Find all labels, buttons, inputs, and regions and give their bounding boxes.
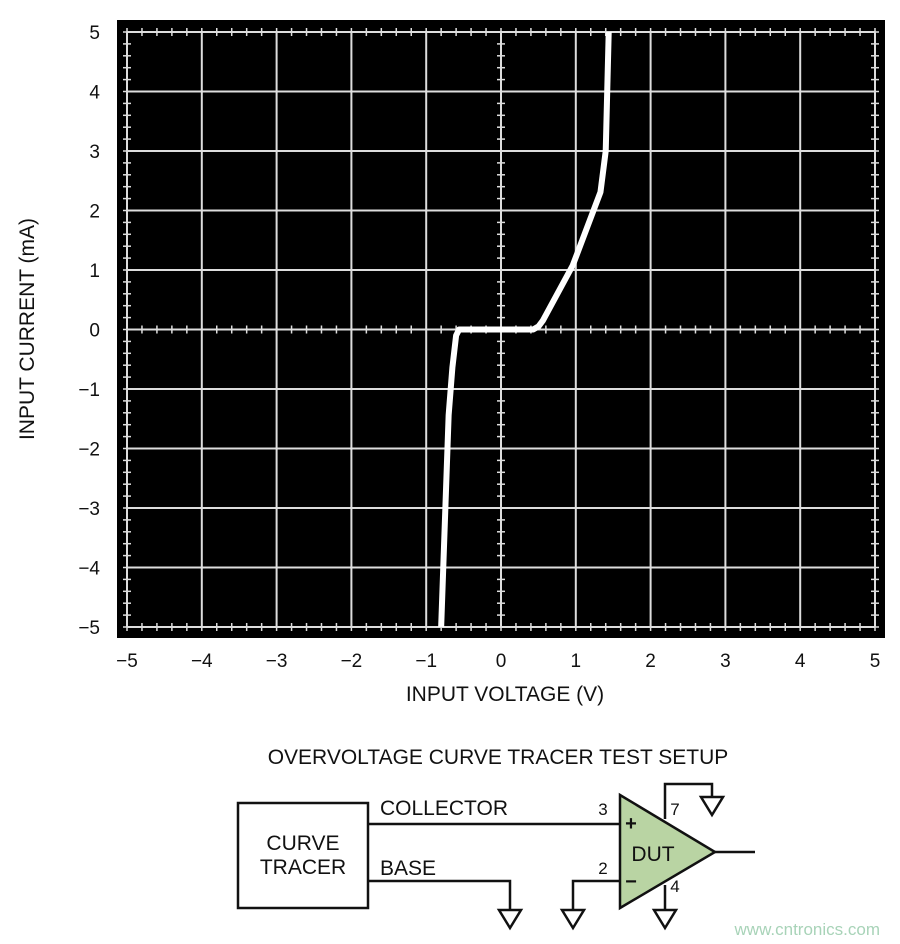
y-tick-label: −3: [78, 499, 100, 520]
x-tick-label: −3: [266, 651, 288, 672]
y-tick-label: 4: [89, 83, 100, 104]
y-tick-label: 2: [89, 202, 100, 223]
base-label: BASE: [380, 857, 436, 880]
dut-triangle: [618, 792, 718, 911]
x-tick-label: 1: [571, 651, 582, 672]
x-axis-label: INPUT VOLTAGE (V): [406, 683, 604, 706]
pin-2-label: 2: [598, 859, 607, 878]
test-setup-diagram: OVERVOLTAGE CURVE TRACER TEST SETUP CURV…: [236, 746, 755, 931]
x-tick-label: 0: [496, 651, 507, 672]
plus-sign: +: [625, 813, 637, 835]
x-tick-label: 5: [870, 651, 881, 672]
y-tick-label: −5: [78, 618, 100, 639]
base-wire: [368, 879, 512, 910]
ground-icon: [559, 908, 587, 931]
ground-icon: [651, 908, 679, 931]
curve-tracer-label-1: CURVE: [266, 832, 339, 855]
minus-sign: −: [625, 871, 637, 893]
x-tick-label: −1: [415, 651, 437, 672]
diagram-title: OVERVOLTAGE CURVE TRACER TEST SETUP: [268, 746, 729, 769]
pin-7-wire: [663, 782, 714, 819]
y-tick-label: −4: [78, 559, 100, 580]
iv-curve-line: [438, 31, 612, 628]
y-tick-label: −1: [78, 380, 100, 401]
x-tick-label: 3: [720, 651, 731, 672]
x-tick-label: −2: [341, 651, 363, 672]
watermark: www.cntronics.com: [734, 920, 880, 939]
y-tick-label: 3: [89, 142, 100, 163]
pin-7-label: 7: [670, 800, 679, 819]
pin-2-wire: [571, 879, 620, 910]
ground-icon: [698, 795, 726, 818]
pin-3-label: 3: [598, 800, 607, 819]
x-tick-label: −5: [116, 651, 138, 672]
x-tick-label: −4: [191, 651, 213, 672]
chart: −5 −4 −3 −2 −1 0 1 2 3 4 5 5 4 3 2 1 0 −1 −2 −3 −4 −5: [78, 20, 885, 672]
y-tick-label: 0: [89, 321, 100, 342]
dut-label: DUT: [631, 843, 674, 866]
ground-icon: [496, 908, 524, 931]
curve-tracer-box: [236, 801, 370, 910]
x-tick-label: 4: [795, 651, 806, 672]
y-tick-label: 1: [89, 261, 100, 282]
y-tick-label: 5: [89, 23, 100, 44]
collector-label: COLLECTOR: [380, 797, 508, 820]
x-tick-label: 2: [645, 651, 656, 672]
y-axis-label: INPUT CURRENT (mA): [16, 218, 39, 440]
y-tick-label: −2: [78, 440, 100, 461]
pin-4-label: 4: [670, 877, 679, 896]
curve-tracer-label-2: TRACER: [260, 856, 346, 879]
